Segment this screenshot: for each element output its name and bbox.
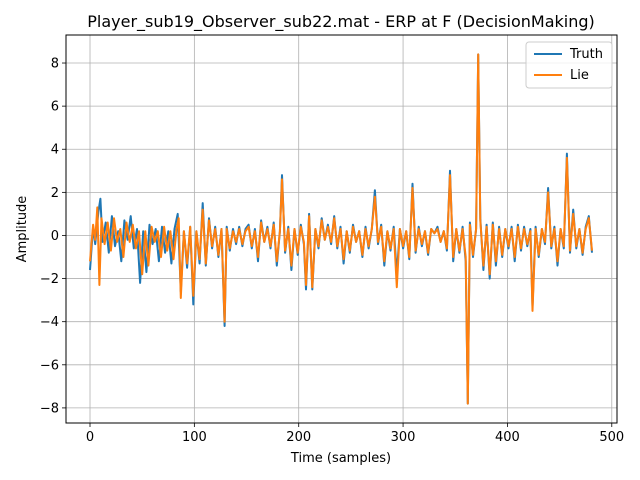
plot-frame xyxy=(65,34,618,424)
y-tick-label: 4 xyxy=(51,143,59,158)
legend-label-truth: Truth xyxy=(569,47,603,62)
y-tick-label: 6 xyxy=(51,100,59,115)
chart-title: Player_sub19_Observer_sub22.mat - ERP at… xyxy=(87,12,595,32)
series-line-lie xyxy=(89,53,593,405)
x-tick-label: 500 xyxy=(599,430,624,445)
y-tick-label: 0 xyxy=(51,229,59,244)
x-tick-label: 400 xyxy=(495,430,520,445)
y-tick-label: 8 xyxy=(51,57,59,72)
y-tick-label: −2 xyxy=(40,272,59,287)
legend: Truth Lie xyxy=(525,41,613,89)
axis-ticks: 0 100 200 300 400 500 −8 −6 −4 −2 0 2 4 6 8 xyxy=(40,57,624,445)
y-tick-label: −4 xyxy=(40,315,59,330)
x-axis-label: Time (samples) xyxy=(290,451,391,466)
x-tick-label: 200 xyxy=(286,430,311,445)
x-tick-label: 100 xyxy=(182,430,207,445)
x-tick-label: 300 xyxy=(391,430,416,445)
x-tick-label: 0 xyxy=(86,430,94,445)
y-tick-label: −8 xyxy=(40,401,59,416)
plot-series xyxy=(89,53,593,405)
y-tick-label: 2 xyxy=(51,186,59,201)
y-axis-label: Amplitude xyxy=(15,196,30,263)
y-tick-label: −6 xyxy=(40,358,59,373)
legend-label-lie: Lie xyxy=(570,68,589,83)
